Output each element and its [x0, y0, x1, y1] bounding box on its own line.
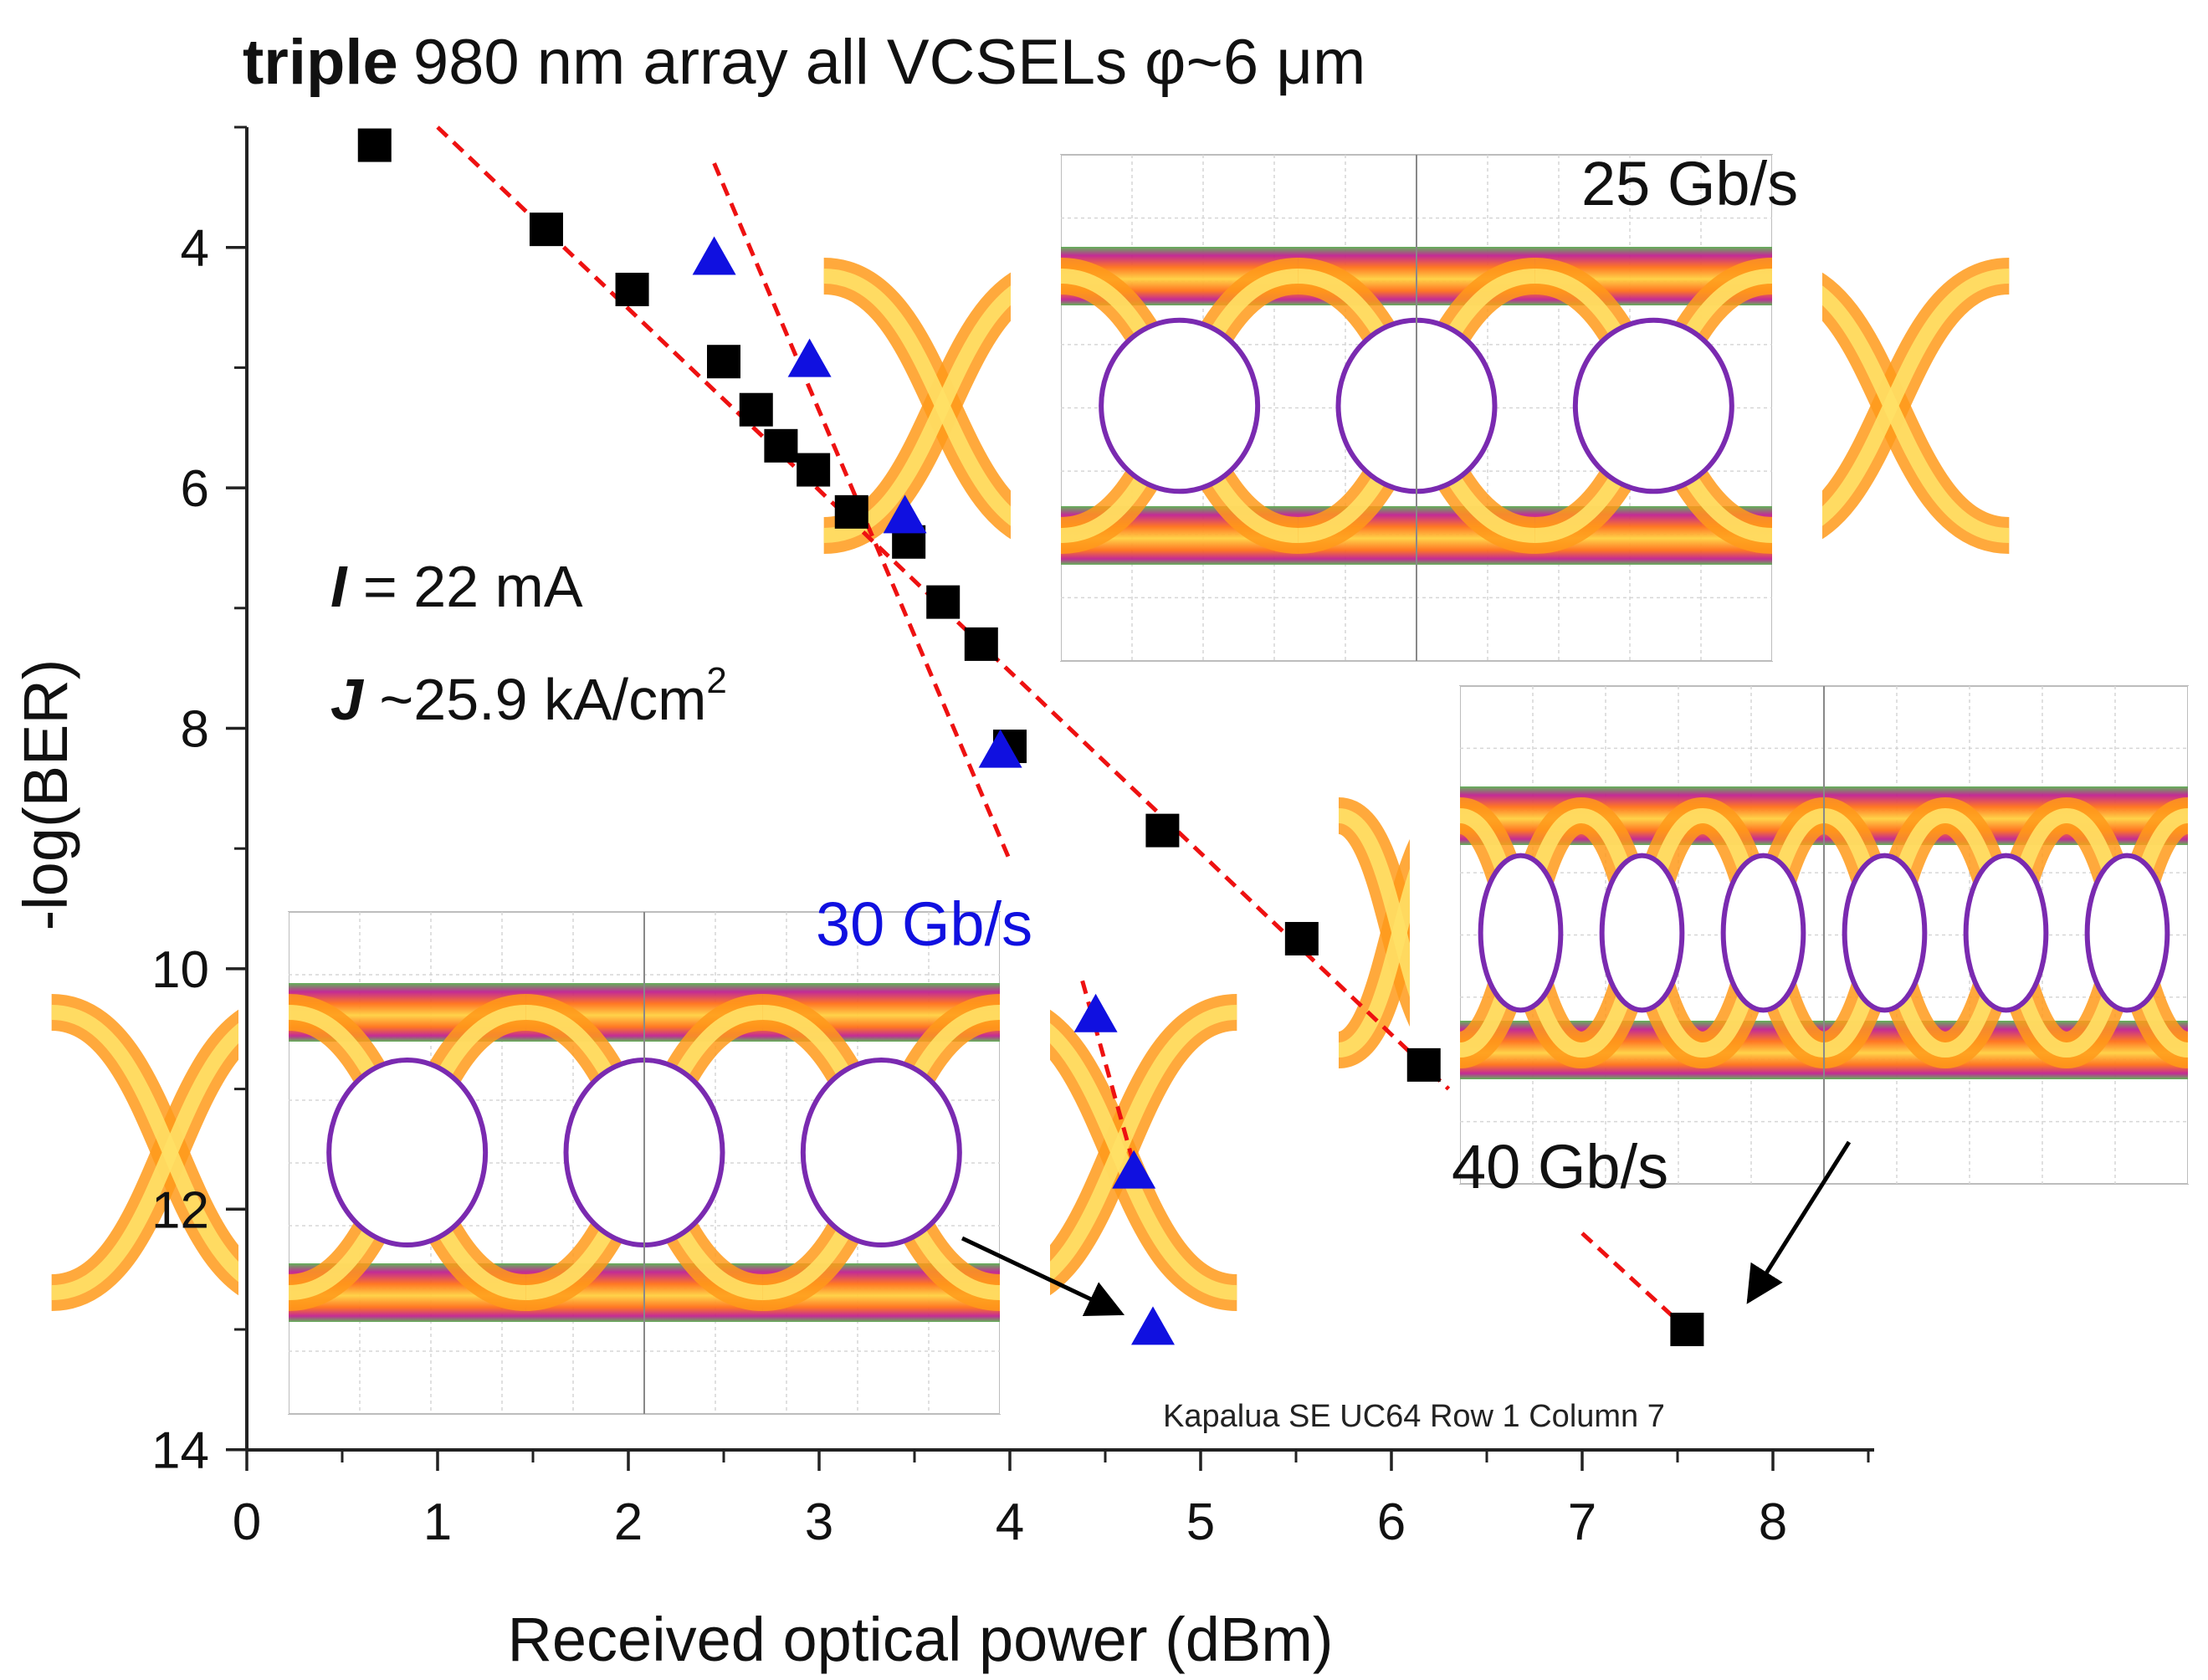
- point-30-gb-s-0: [692, 236, 736, 275]
- y-tick-label-2: 8: [181, 701, 209, 759]
- x-tick-label-3: 3: [805, 1493, 833, 1551]
- x-tick-label-5: 5: [1186, 1493, 1215, 1551]
- point-30-gb-s-5: [1112, 1150, 1156, 1189]
- footer-note: Kapalua SE UC64 Row 1 Column 7: [1163, 1399, 1665, 1434]
- x-tick-label-1: 1: [423, 1493, 452, 1551]
- eye-opening: [326, 1057, 489, 1248]
- eye-opening: [1478, 853, 1564, 1013]
- eye-mask: [2188, 686, 2208, 1184]
- point-40-gb-s-0: [1670, 1313, 1704, 1346]
- eye-opening: [1099, 317, 1261, 494]
- eye-mask: [1772, 155, 1822, 661]
- density-value: ~25.9 kA/cm: [363, 667, 706, 732]
- current-value: = 22 mA: [346, 554, 582, 619]
- current-annotation: I = 22 mA: [330, 554, 583, 619]
- density-annotation: J ~25.9 kA/cm2: [330, 660, 727, 732]
- y-tick-label-0: 4: [181, 220, 209, 278]
- y-ticks: 4 6 8 10 12 14: [151, 125, 247, 1480]
- point-25-gb-s-3: [707, 345, 740, 379]
- y-tick-label-4: 12: [151, 1181, 209, 1239]
- eye-opening: [1720, 853, 1806, 1013]
- x-tick-label-4: 4: [996, 1493, 1024, 1551]
- point-25-gb-s-2: [615, 272, 649, 306]
- eye-mask: [1000, 912, 1050, 1414]
- current-symbol: I: [330, 554, 348, 619]
- point-25-gb-s-1: [529, 213, 563, 247]
- y-tick-label-1: 6: [181, 460, 209, 518]
- eye-opening: [800, 1057, 962, 1248]
- fit-line-40gbps: [1580, 1232, 1689, 1331]
- eye-diagram-25gbps: [822, 154, 2011, 662]
- y-tick-label-5: 14: [151, 1422, 209, 1480]
- density-exponent: 2: [706, 660, 726, 701]
- eye-mask: [1410, 686, 1460, 1184]
- label-30gbps: 30 Gb/s: [816, 889, 1032, 959]
- y-tick-label-3: 10: [151, 941, 209, 999]
- chart-title-rest: 980 nm array all VCSELs φ~6 μm: [413, 27, 1366, 98]
- point-30-gb-s-3: [978, 729, 1022, 768]
- point-25-gb-s-0: [357, 128, 392, 162]
- fit-line-30gbps-tail: [1080, 980, 1142, 1186]
- point-30-gb-s-2: [883, 494, 927, 534]
- point-25-gb-s-4: [739, 392, 773, 427]
- point-25-gb-s-6: [797, 453, 831, 487]
- density-symbol: J: [330, 667, 365, 732]
- eye-opening: [1572, 317, 1734, 494]
- x-tick-label-0: 0: [233, 1493, 261, 1551]
- x-axis-label: Received optical power (dBm): [507, 1605, 1333, 1674]
- point-25-gb-s-10: [964, 627, 998, 661]
- chart-title: triple 980 nm array all VCSELs φ~6 μm: [243, 27, 1365, 98]
- x-tick-label-6: 6: [1377, 1493, 1406, 1551]
- x-tick-label-8: 8: [1759, 1493, 1787, 1551]
- point-25-gb-s-14: [1406, 1047, 1441, 1082]
- arrow-30gbps: [961, 1236, 1125, 1316]
- point-30-gb-s-4: [1073, 993, 1118, 1032]
- y-axis-label: -log(BER): [11, 659, 80, 931]
- axes: [245, 127, 1874, 1452]
- x-ticks: 0 1 2 3 4 5 6 7 8: [233, 1450, 1870, 1551]
- point-25-gb-s-9: [926, 585, 961, 619]
- point-30-gb-s-error-free-0: [1131, 1306, 1175, 1345]
- point-25-gb-s-12: [1145, 813, 1180, 848]
- x-tick-label-2: 2: [614, 1493, 643, 1551]
- arrow-40gbps: [1746, 1140, 1852, 1304]
- label-25gbps: 25 Gb/s: [1581, 149, 1798, 218]
- eye-opening: [1963, 853, 2049, 1013]
- eye-diagram-40gbps: [1335, 685, 2208, 1185]
- chart-title-bold: triple: [243, 27, 398, 98]
- point-25-gb-s-7: [834, 494, 868, 529]
- label-40gbps: 40 Gb/s: [1452, 1132, 1668, 1201]
- data-points: [357, 128, 1704, 1346]
- eye-mask: [1011, 155, 1061, 661]
- x-tick-label-7: 7: [1568, 1493, 1596, 1551]
- eye-opening: [1599, 853, 1685, 1013]
- eye-diagram-30gbps: [49, 911, 1239, 1415]
- eye-opening: [1842, 853, 1928, 1013]
- point-25-gb-s-13: [1284, 921, 1319, 955]
- eye-opening: [2084, 853, 2170, 1013]
- point-30-gb-s-1: [787, 338, 832, 377]
- point-25-gb-s-5: [764, 428, 798, 463]
